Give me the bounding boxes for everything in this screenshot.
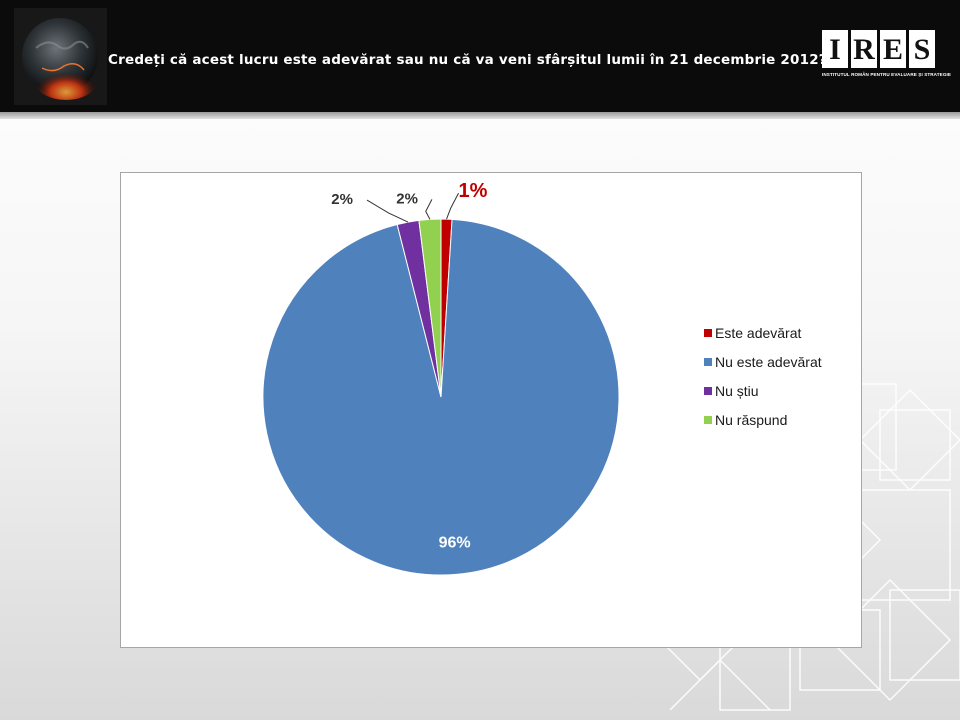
header-bar: Credeți că acest lucru este adevărat sau… [0, 0, 960, 112]
legend-item: Nu este adevărat [704, 347, 822, 376]
legend-swatch [704, 415, 712, 424]
slide-title: Credeți că acest lucru este adevărat sau… [108, 52, 827, 68]
legend-item: Nu răspund [704, 405, 822, 434]
data-label: 2% [396, 190, 418, 207]
pie-slice [262, 218, 620, 576]
data-label: 96% [439, 534, 471, 551]
chart-legend: Este adevărat Nu este adevărat Nu știu N… [704, 318, 822, 434]
legend-item: Este adevărat [704, 318, 822, 347]
ires-logo: I R E S INSTITUTUL ROMÂN PENTRU EVALUARE… [822, 30, 952, 86]
legend-label: Este adevărat [715, 324, 802, 341]
pie-chart: 1% 96% 2% 2% [262, 180, 620, 576]
globe-image [14, 8, 107, 105]
logo-letter: R [851, 30, 877, 68]
legend-swatch [704, 386, 712, 395]
legend-label: Nu este adevărat [715, 353, 822, 370]
chart-frame: 1% 96% 2% 2% [120, 172, 862, 648]
legend-swatch [704, 357, 712, 366]
data-label: 1% [459, 180, 488, 202]
legend-label: Nu răspund [715, 411, 788, 428]
logo-subtitle: INSTITUTUL ROMÂN PENTRU EVALUARE ȘI STRA… [822, 72, 952, 77]
logo-letter: E [880, 30, 906, 68]
data-label: 2% [331, 191, 353, 208]
legend-item: Nu știu [704, 376, 822, 405]
label-leader-line [366, 199, 409, 223]
legend-label: Nu știu [715, 382, 759, 399]
logo-letter: I [822, 30, 848, 68]
header-divider [0, 112, 960, 119]
label-leader-line [446, 192, 459, 220]
logo-letter: S [909, 30, 935, 68]
legend-swatch [704, 328, 712, 337]
label-leader-line [425, 199, 433, 220]
